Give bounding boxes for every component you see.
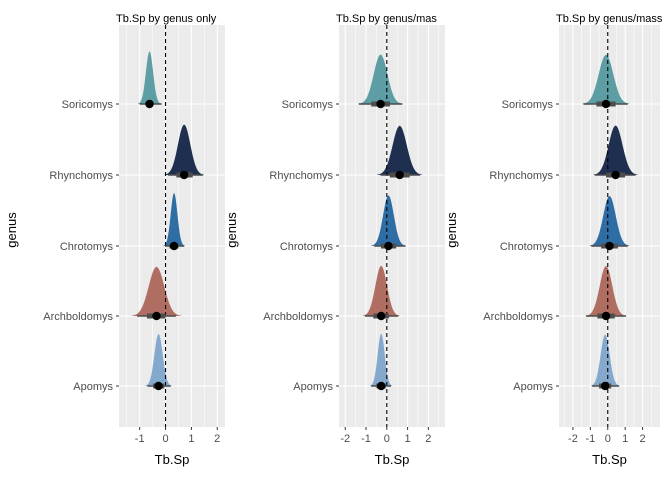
plot-area (131, 25, 205, 427)
y-tick-label: Chrotomys (280, 241, 334, 253)
x-tick-label: 0 (384, 433, 390, 445)
x-tick-label: -1 (361, 433, 371, 445)
x-tick-label: -1 (585, 433, 595, 445)
y-tick-label: Rhynchomys (49, 170, 113, 182)
panel-3: Soricomys Rhynchomys Chrotomys Archboldomys… (444, 13, 663, 467)
mean-point (154, 381, 163, 391)
density-apomys (590, 334, 620, 386)
x-tick-label: -2 (568, 433, 578, 445)
plot-area (358, 25, 423, 427)
density-apomys (369, 333, 393, 386)
x-axis-title: Tb.Sp (155, 452, 190, 467)
density-rhynchomys (164, 124, 205, 175)
y-tick-label: Apomys (293, 381, 333, 393)
mean-point (169, 241, 179, 251)
x-tick-label: -1 (135, 433, 145, 445)
density-rhynchomys (377, 125, 423, 175)
x-axis-title: Tb.Sp (375, 452, 410, 467)
density-archboldomys (131, 266, 182, 316)
mean-point (179, 170, 189, 180)
mean-point (384, 241, 393, 251)
mean-point (601, 311, 611, 321)
y-tick-label: Chrotomys (60, 241, 114, 253)
density-chrotomys (589, 196, 630, 246)
mean-point (395, 170, 404, 180)
mean-point (145, 99, 154, 109)
x-tick-label: 1 (188, 433, 194, 445)
mean-point (152, 311, 161, 321)
mean-point (376, 381, 386, 391)
y-tick-label: Archboldomys (43, 311, 113, 323)
x-tick-label: 2 (640, 433, 646, 445)
x-tick-label: 1 (622, 433, 628, 445)
density-rhynchomys (593, 125, 638, 175)
x-tick-label: -2 (340, 433, 350, 445)
y-tick-label: Soricomys (282, 99, 334, 111)
y-tick-label: Rhynchomys (269, 170, 333, 182)
panel-1: Soricomys Rhynchomys Chrotomys Archboldomys… (4, 13, 225, 467)
y-tick-label: Soricomys (502, 99, 554, 111)
mean-point (605, 241, 614, 251)
y-tick-label: Archboldomys (483, 311, 553, 323)
y-tick-label: Rhynchomys (489, 170, 553, 182)
density-archboldomys (362, 265, 400, 316)
density-chrotomys (163, 193, 185, 246)
y-tick-label: Apomys (513, 381, 553, 393)
y-tick-label: Apomys (73, 381, 113, 393)
mean-point (611, 170, 620, 180)
y-tick-label: Soricomys (62, 99, 114, 111)
density-soricomys (137, 51, 162, 104)
x-axis-title: Tb.Sp (592, 452, 627, 467)
x-tick-label: 0 (605, 433, 611, 445)
y-axis-title: genus (224, 212, 239, 248)
mean-point (376, 311, 386, 321)
y-axis-title: genus (4, 212, 19, 248)
density-soricomys (582, 54, 630, 104)
x-tick-label: 1 (405, 433, 411, 445)
panel-title: Tb.Sp by genus/mass (556, 13, 663, 25)
density-apomys (145, 333, 172, 386)
y-tick-label: Chrotomys (500, 241, 554, 253)
density-chrotomys (371, 195, 406, 246)
x-tick-label: 2 (425, 433, 431, 445)
mean-point (601, 99, 611, 109)
mean-point (600, 381, 610, 391)
y-tick-label: Archboldomys (263, 311, 333, 323)
panel-title: Tb.Sp by genus only (116, 13, 217, 25)
panel-2: Soricomys Rhynchomys Chrotomys Archboldomys… (224, 13, 445, 467)
density-soricomys (358, 54, 403, 104)
plot-area (582, 25, 638, 427)
mean-point (376, 99, 385, 109)
x-tick-label: 2 (214, 433, 220, 445)
x-tick-label: 0 (162, 433, 168, 445)
y-axis-title: genus (444, 212, 459, 248)
panel-title: Tb.Sp by genus/mas (336, 13, 437, 25)
density-archboldomys (585, 266, 627, 316)
